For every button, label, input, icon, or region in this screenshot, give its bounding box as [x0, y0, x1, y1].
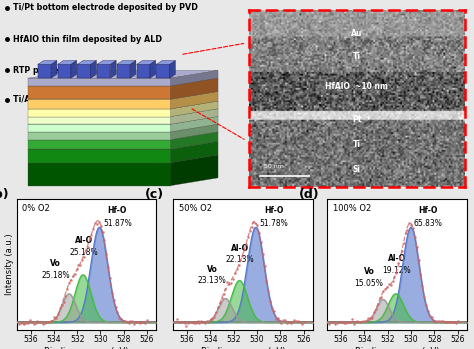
Polygon shape [71, 61, 77, 78]
Polygon shape [28, 124, 171, 132]
Polygon shape [171, 91, 218, 109]
Polygon shape [117, 61, 136, 65]
Polygon shape [28, 163, 171, 186]
Polygon shape [77, 61, 96, 65]
Polygon shape [58, 61, 77, 65]
Text: Ti: Ti [353, 140, 361, 149]
Polygon shape [28, 132, 218, 140]
Polygon shape [97, 61, 116, 65]
Text: 50 nm: 50 nm [264, 164, 284, 169]
Text: 19.12%: 19.12% [383, 266, 411, 275]
Text: Al-O: Al-O [74, 236, 93, 245]
Polygon shape [110, 61, 116, 78]
Polygon shape [171, 78, 218, 99]
Polygon shape [171, 155, 218, 186]
Text: Pt: Pt [352, 115, 361, 124]
Text: Hf-O: Hf-O [108, 206, 127, 215]
Polygon shape [28, 149, 171, 163]
Polygon shape [171, 101, 218, 117]
Polygon shape [117, 65, 130, 78]
Text: 65.83%: 65.83% [413, 219, 442, 228]
Polygon shape [28, 78, 218, 86]
Polygon shape [28, 141, 218, 149]
Polygon shape [28, 155, 218, 163]
X-axis label: Binding energy (eV): Binding energy (eV) [201, 347, 285, 349]
Polygon shape [170, 61, 175, 78]
Text: 51.87%: 51.87% [103, 219, 132, 228]
Polygon shape [171, 124, 218, 140]
Text: Ti/Pt bottom electrode deposited by PVD: Ti/Pt bottom electrode deposited by PVD [13, 3, 198, 12]
Polygon shape [28, 86, 171, 99]
X-axis label: Binding energy (eV): Binding energy (eV) [44, 347, 129, 349]
Polygon shape [51, 61, 57, 78]
Polygon shape [137, 61, 155, 65]
Text: 22.13%: 22.13% [226, 255, 255, 265]
Polygon shape [130, 61, 136, 78]
Polygon shape [28, 70, 218, 78]
Polygon shape [171, 117, 218, 132]
Polygon shape [28, 117, 171, 124]
Text: 51.78%: 51.78% [259, 219, 288, 228]
Text: 25.18%: 25.18% [41, 271, 70, 280]
Polygon shape [91, 61, 96, 78]
Text: 25.18%: 25.18% [69, 247, 98, 257]
Text: (d): (d) [299, 188, 320, 201]
Polygon shape [97, 65, 110, 78]
Polygon shape [171, 141, 218, 163]
Polygon shape [171, 109, 218, 124]
Polygon shape [38, 65, 51, 78]
Text: Al-O: Al-O [388, 254, 406, 263]
Polygon shape [28, 78, 171, 86]
Text: 0% O2: 0% O2 [22, 204, 50, 213]
Polygon shape [28, 109, 218, 117]
Polygon shape [38, 61, 57, 65]
Text: RTP process: RTP process [13, 66, 68, 75]
Text: Hf-O: Hf-O [418, 206, 438, 215]
Y-axis label: Intensity (a.u.): Intensity (a.u.) [5, 233, 14, 295]
Polygon shape [28, 140, 171, 149]
Polygon shape [171, 70, 218, 86]
Text: HfAlO thin film deposited by ALD: HfAlO thin film deposited by ALD [13, 35, 162, 44]
Text: Al-O: Al-O [231, 244, 249, 253]
Text: 100% O2: 100% O2 [333, 204, 371, 213]
Text: Vo: Vo [50, 259, 61, 268]
Text: Ti: Ti [353, 52, 361, 61]
Polygon shape [28, 109, 171, 117]
Polygon shape [28, 124, 218, 132]
Text: Au: Au [351, 29, 362, 38]
Polygon shape [156, 61, 175, 65]
Polygon shape [28, 101, 218, 109]
X-axis label: Binding energy (eV): Binding energy (eV) [355, 347, 439, 349]
Text: 15.05%: 15.05% [355, 279, 383, 288]
Polygon shape [77, 65, 91, 78]
Text: HfAlO  ~10 nm: HfAlO ~10 nm [325, 82, 388, 91]
Polygon shape [156, 65, 170, 78]
Text: Si: Si [353, 165, 361, 173]
Polygon shape [28, 99, 171, 109]
Polygon shape [150, 61, 155, 78]
Polygon shape [171, 132, 218, 149]
Polygon shape [28, 132, 171, 140]
Polygon shape [137, 65, 150, 78]
Polygon shape [28, 91, 218, 99]
Polygon shape [28, 117, 218, 124]
Text: 50% O2: 50% O2 [179, 204, 211, 213]
Text: Vo: Vo [207, 265, 218, 274]
Text: (b): (b) [0, 188, 9, 201]
Text: Vo: Vo [364, 267, 374, 276]
Text: (c): (c) [145, 188, 164, 201]
Text: Hf-O: Hf-O [264, 206, 283, 215]
Polygon shape [58, 65, 71, 78]
Text: 23.13%: 23.13% [198, 276, 227, 285]
Text: Ti/Au top electrode and lift off: Ti/Au top electrode and lift off [13, 95, 151, 104]
